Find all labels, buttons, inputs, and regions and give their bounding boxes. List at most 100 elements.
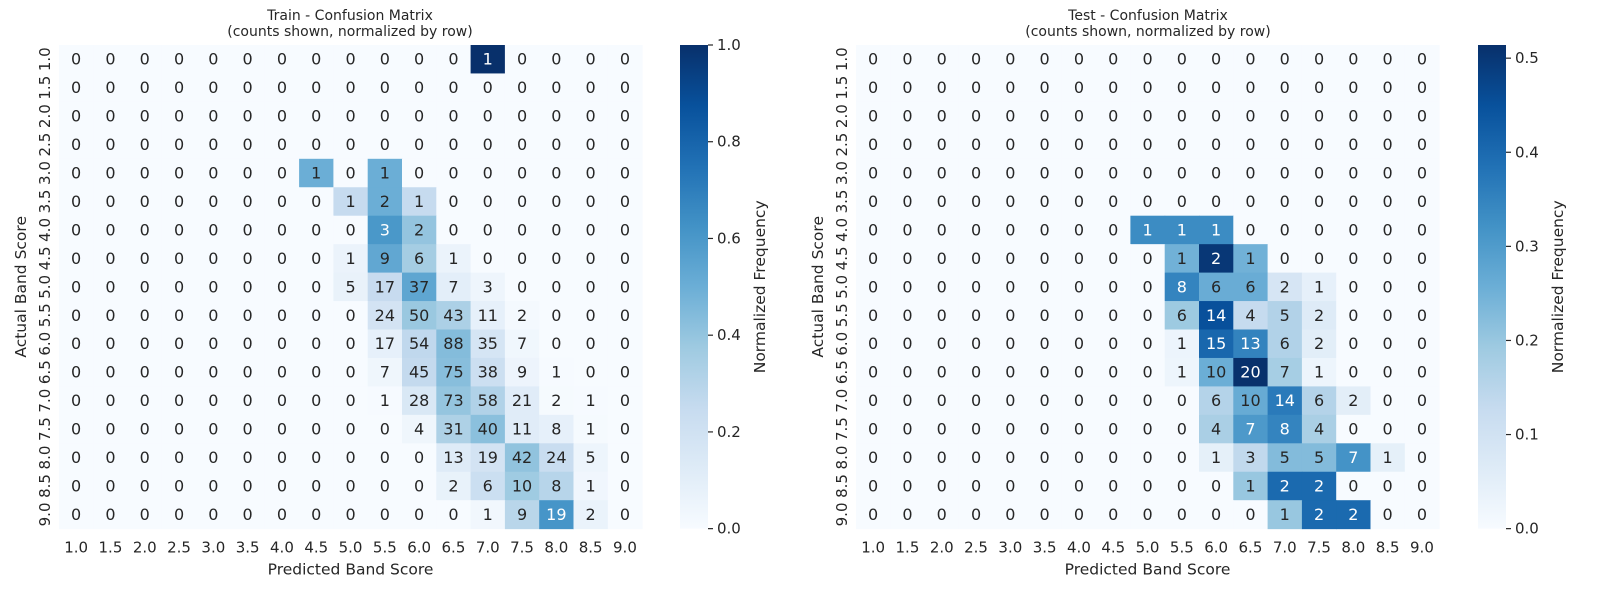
heatmap-cell <box>1096 443 1131 473</box>
cell-count-label: 0 <box>311 363 321 382</box>
heatmap-cell <box>333 443 369 473</box>
heatmap-cell <box>1301 443 1337 473</box>
cell-count-label: 0 <box>971 135 981 154</box>
heatmap-cell <box>436 158 472 188</box>
cell-count-label: 0 <box>1142 277 1152 296</box>
cell-count-label: 0 <box>1005 334 1015 353</box>
heatmap-cell <box>1267 45 1303 74</box>
cell-count-label: 0 <box>208 505 218 524</box>
cell-count-label: 3 <box>380 220 390 239</box>
cell-count-label: 0 <box>620 220 630 239</box>
cell-count-label: 0 <box>586 277 596 296</box>
cell-count-label: 0 <box>620 476 630 495</box>
cell-count-label: 0 <box>174 164 184 183</box>
heatmap-cell <box>93 386 129 416</box>
heatmap-cell <box>161 414 197 444</box>
heatmap-cell <box>1096 244 1131 274</box>
cell-count-label: 0 <box>71 192 81 211</box>
cell-count-label: 0 <box>1108 391 1118 410</box>
cell-count-label: 0 <box>105 220 115 239</box>
heatmap-cell <box>890 443 926 473</box>
cell-count-label: 0 <box>1348 249 1358 268</box>
heatmap-cell <box>264 301 300 330</box>
cell-count-label: 0 <box>1348 135 1358 154</box>
heatmap-cell <box>573 187 609 217</box>
heatmap-cell <box>1096 471 1131 501</box>
cell-count-label: 0 <box>208 277 218 296</box>
cell-count-label: 0 <box>174 249 184 268</box>
colorbar-gradient <box>680 45 708 529</box>
cell-count-label: 0 <box>620 107 630 126</box>
cell-count-label: 38 <box>478 363 498 382</box>
x-tick-label: 2.5 <box>167 539 191 557</box>
cell-count-label: 0 <box>345 220 355 239</box>
heatmap-cell <box>993 130 1028 160</box>
chart-title: Test - Confusion Matrix <box>1067 8 1228 24</box>
heatmap-cell <box>958 130 994 160</box>
cell-count-label: 1 <box>380 391 390 410</box>
cell-count-label: 0 <box>243 192 253 211</box>
heatmap-cell <box>1267 329 1303 359</box>
heatmap-cell <box>1164 500 1200 530</box>
cell-count-label: 0 <box>1245 164 1255 183</box>
heatmap-cell <box>856 471 891 501</box>
heatmap-cell <box>539 73 574 103</box>
cell-count-label: 0 <box>414 164 424 183</box>
cell-count-label: 0 <box>1108 164 1118 183</box>
cell-count-label: 0 <box>868 249 878 268</box>
heatmap-cell <box>573 215 609 245</box>
cell-count-label: 11 <box>478 306 498 325</box>
x-tick-label: 2.5 <box>964 539 988 557</box>
heatmap-cell <box>504 414 540 444</box>
cell-count-label: 0 <box>105 391 115 410</box>
cell-count-label: 0 <box>1245 505 1255 524</box>
cell-count-label: 0 <box>1348 78 1358 97</box>
heatmap-cell <box>127 158 163 188</box>
heatmap-cell <box>1199 272 1234 302</box>
heatmap-cell <box>993 73 1028 103</box>
heatmap-cell <box>436 301 472 330</box>
cell-count-label: 8 <box>1177 277 1187 296</box>
cell-count-label: 0 <box>868 164 878 183</box>
cell-count-label: 0 <box>311 107 321 126</box>
cell-count-label: 0 <box>277 448 287 467</box>
heatmap-cell <box>1370 329 1406 359</box>
cell-count-label: 0 <box>937 334 947 353</box>
heatmap-cell <box>607 130 643 160</box>
heatmap-cell <box>1267 158 1303 188</box>
heatmap-cell <box>924 215 960 245</box>
cell-count-label: 0 <box>174 448 184 467</box>
heatmap-cell <box>402 215 437 245</box>
cell-count-label: 0 <box>1314 107 1324 126</box>
heatmap-cell <box>1267 272 1303 302</box>
cell-count-label: 0 <box>586 78 596 97</box>
cell-count-label: 5 <box>1280 448 1290 467</box>
cell-count-label: 0 <box>140 420 150 439</box>
cell-count-label: 0 <box>380 135 390 154</box>
heatmap-cell <box>59 73 94 103</box>
heatmap-cell <box>1164 329 1200 359</box>
cell-count-label: 0 <box>448 164 458 183</box>
heatmap-cell <box>1233 215 1269 245</box>
colorbar-label: Normalized Frequency <box>751 200 769 373</box>
heatmap-cell <box>1061 386 1097 416</box>
cell-count-label: 0 <box>971 306 981 325</box>
heatmap-cell <box>539 158 574 188</box>
cell-count-label: 0 <box>620 306 630 325</box>
heatmap-cell <box>856 73 891 103</box>
heatmap-cell <box>504 215 540 245</box>
heatmap-cell <box>1404 386 1440 416</box>
heatmap-cell <box>59 272 94 302</box>
heatmap-cell <box>1404 443 1440 473</box>
heatmap-cell <box>1130 73 1166 103</box>
heatmap-cell <box>958 187 994 217</box>
colorbar: 0.0 0.2 0.4 0.6 0.8 1.0 Normalized Frequency <box>680 36 769 538</box>
cell-count-label: 0 <box>1177 50 1187 69</box>
cell-count-label: 1 <box>448 249 458 268</box>
heatmap-cell <box>890 272 926 302</box>
colorbar-tick-label: 0.5 <box>1515 49 1539 67</box>
cell-count-label: 0 <box>174 306 184 325</box>
heatmap-cell <box>333 386 369 416</box>
cell-count-label: 0 <box>243 363 253 382</box>
heatmap-cell <box>367 244 403 274</box>
